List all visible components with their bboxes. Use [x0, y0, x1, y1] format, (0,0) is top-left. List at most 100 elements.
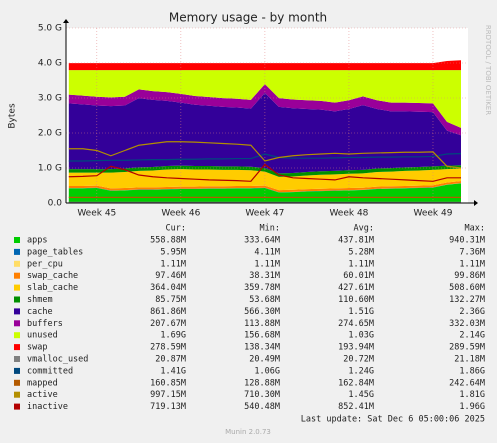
legend-stat: 274.65M — [338, 319, 374, 329]
legend-label: apps — [27, 236, 47, 246]
legend-swatch — [14, 308, 20, 315]
area — [68, 84, 461, 136]
last-update: Last update: Sat Dec 6 05:00:06 2025 — [301, 415, 485, 425]
legend-stat: 1.96G — [459, 402, 485, 412]
legend-stat: 5.28M — [348, 247, 374, 257]
legend-swatch — [14, 237, 20, 243]
legend-label: cache — [27, 307, 53, 317]
legend-stat: 85.75M — [155, 295, 186, 305]
legend-label: inactive — [27, 402, 68, 412]
legend-stat: 1.11M — [348, 259, 374, 269]
legend-swatch — [14, 260, 20, 267]
legend-label: committed — [27, 366, 73, 376]
side-label: RRDTOOL / TOBI OETIKER — [484, 25, 492, 115]
x-tick-label: Week 46 — [161, 209, 200, 219]
legend-stat: 332.03M — [449, 319, 485, 329]
y-tick-label: 2.0 G — [38, 129, 62, 139]
y-tick-label: 3.0 G — [38, 94, 62, 104]
legend-stat: 132.27M — [449, 295, 485, 305]
legend-stat: 540.48M — [244, 402, 280, 412]
legend-stat: 1.86G — [459, 366, 485, 376]
legend-stat: 852.41M — [338, 402, 374, 412]
legend-stat: 20.72M — [343, 355, 374, 365]
legend-stat: 156.68M — [244, 331, 280, 341]
legend-swatch — [14, 356, 20, 362]
legend-stat: 940.31M — [449, 236, 485, 246]
legend-label: swap — [27, 343, 47, 353]
legend-stat: 5.95M — [160, 247, 186, 257]
legend-swatch — [14, 284, 20, 291]
legend-stat: 1.11M — [160, 259, 186, 269]
x-tick-label: Week 47 — [245, 209, 284, 219]
line — [68, 163, 461, 182]
y-tick-label: 5.0 G — [38, 24, 62, 34]
legend-stat: 278.59M — [150, 343, 186, 353]
legend-stat: 160.85M — [150, 378, 186, 388]
legend-stat: 38.31M — [249, 271, 280, 281]
legend-stat: 1.45G — [348, 390, 374, 400]
legend-label: mapped — [27, 378, 58, 388]
legend-header: Avg: — [354, 224, 374, 234]
legend-stat: 193.94M — [338, 343, 374, 353]
legend-stat: 207.67M — [150, 319, 186, 329]
legend-stat: 138.34M — [244, 343, 280, 353]
y-tick-label: 0.0 — [48, 199, 63, 209]
x-tick-label: Week 49 — [413, 209, 452, 219]
legend-stat: 1.41G — [160, 366, 186, 376]
legend-label: vmalloc_used — [27, 355, 88, 365]
legend-stat: 566.30M — [244, 307, 280, 317]
legend-swatch — [14, 379, 20, 386]
legend-label: slab_cache — [27, 283, 78, 293]
legend-stat: 508.60M — [449, 283, 485, 293]
y-tick-label: 1.0 G — [38, 164, 62, 174]
legend-stat: 53.68M — [249, 295, 280, 305]
area — [68, 168, 461, 191]
line — [68, 141, 462, 169]
legend-swatch — [14, 344, 20, 351]
legend-label: swap_cache — [27, 271, 78, 281]
legend-stat: 128.88M — [244, 378, 280, 388]
legend-label: buffers — [27, 319, 63, 329]
legend-swatch — [14, 320, 20, 327]
area — [68, 60, 461, 71]
legend-stat: 861.86M — [150, 307, 186, 317]
line — [68, 153, 462, 162]
legend-label: shmem — [27, 295, 53, 305]
legend-stat: 1.24G — [348, 366, 374, 376]
legend-stat: 2.36G — [459, 307, 485, 317]
legend-stat: 359.78M — [244, 283, 280, 293]
legend-stat: 162.84M — [338, 378, 374, 388]
y-tick-label: 4.0 G — [38, 59, 62, 69]
legend-stat: 4.11M — [254, 247, 280, 257]
legend-stat: 289.59M — [449, 343, 485, 353]
axis-arrow — [474, 200, 478, 206]
y-axis-label: Bytes — [8, 103, 18, 129]
legend-stat: 7.36M — [459, 247, 485, 257]
legend-stat: 20.87M — [155, 355, 186, 365]
legend-stat: 364.04M — [150, 283, 186, 293]
legend-stat: 710.30M — [244, 390, 280, 400]
legend-stat: 20.49M — [249, 355, 280, 365]
legend-stat: 242.64M — [449, 378, 485, 388]
legend-stat: 21.18M — [454, 355, 485, 365]
legend-stat: 719.13M — [150, 402, 186, 412]
legend-header: Min: — [260, 224, 280, 234]
legend-swatch — [14, 272, 20, 279]
legend-swatch — [14, 296, 20, 303]
legend-header: Max: — [465, 224, 485, 234]
legend-stat: 1.69G — [160, 331, 186, 341]
x-tick-label: Week 45 — [77, 209, 116, 219]
x-tick-label: Week 48 — [329, 209, 368, 219]
legend-label: unused — [27, 331, 58, 341]
legend-stat: 558.88M — [150, 236, 186, 246]
legend-stat: 60.01M — [343, 271, 374, 281]
legend-label: page_tables — [27, 247, 83, 257]
legend-header: Cur: — [166, 224, 186, 234]
legend-swatch — [14, 248, 20, 255]
legend-swatch — [14, 403, 20, 410]
legend-stat: 97.46M — [155, 271, 186, 281]
legend-swatch — [14, 332, 20, 339]
chart-title: Memory usage - by month — [169, 11, 327, 25]
legend-stat: 1.81G — [459, 390, 485, 400]
